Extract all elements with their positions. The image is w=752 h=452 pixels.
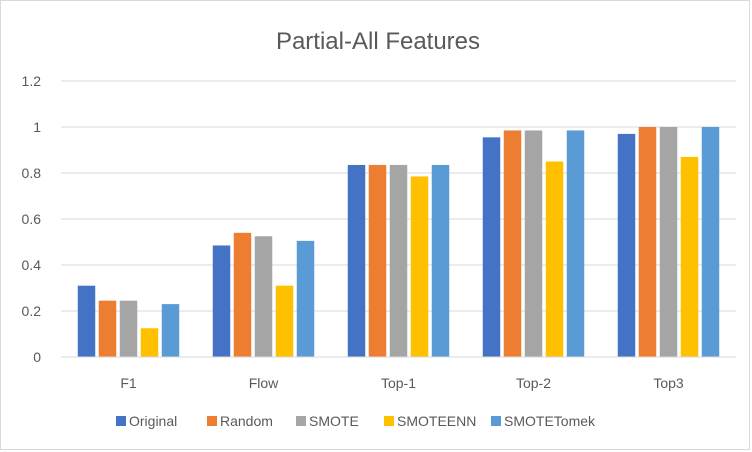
y-tick-label: 1 [33,119,41,135]
x-tick-label: Top-2 [516,375,551,391]
bar-smote-top-1 [389,164,408,357]
legend-label-smotetomek: SMOTETomek [504,413,596,429]
chart-title: Partial-All Features [276,28,480,55]
bar-original-f1 [77,285,96,357]
bar-smotetomek-top-2 [566,130,585,357]
legend-swatch-random [207,416,217,426]
y-tick-label: 0.8 [22,165,42,181]
bar-original-top3 [617,133,636,357]
bar-smote-top-2 [524,130,543,357]
legend-swatch-original [116,416,126,426]
bar-smoteenn-top-2 [545,161,564,357]
legend: Original Random SMOTE SMOTEENN SMOTETomek [116,413,596,429]
legend-label-original: Original [129,413,177,429]
y-tick-label: 0 [33,349,41,365]
y-tick-label: 0.6 [22,211,42,227]
bar-original-flow [212,245,231,357]
bar-smote-f1 [119,300,138,357]
bar-random-top3 [638,127,657,357]
bar-smotetomek-f1 [161,304,180,357]
bar-smotetomek-top3 [701,127,720,357]
x-tick-label: Top-1 [381,375,416,391]
legend-label-smote: SMOTE [309,413,359,429]
legend-swatch-smote [296,416,306,426]
bar-smote-flow [254,236,273,357]
y-axis-ticks: 0 0.2 0.4 0.6 0.8 1 1.2 [22,73,42,365]
bar-smoteenn-top3 [680,156,699,357]
legend-label-random: Random [220,413,273,429]
legend-swatch-smoteenn [384,416,394,426]
bar-random-top-1 [368,164,387,357]
bar-smotetomek-top-1 [431,164,450,357]
bar-smoteenn-top-1 [410,176,429,357]
legend-swatch-smotetomek [491,416,501,426]
x-tick-label: Flow [249,375,279,391]
bars [77,127,720,357]
bar-original-top-1 [347,164,366,357]
bar-smotetomek-flow [296,240,315,357]
bar-original-top-2 [482,137,501,357]
x-axis-ticks: F1 Flow Top-1 Top-2 Top3 [61,356,736,391]
bar-smote-top3 [659,127,678,357]
x-tick-label: F1 [120,375,137,391]
y-tick-label: 0.2 [22,303,42,319]
y-tick-label: 0.4 [22,257,42,273]
bar-smoteenn-flow [275,285,294,357]
bar-smoteenn-f1 [140,328,159,357]
bar-random-f1 [98,300,117,357]
bar-random-flow [233,232,252,357]
bar-random-top-2 [503,130,522,357]
y-tick-label: 1.2 [22,73,42,89]
legend-label-smoteenn: SMOTEENN [397,413,476,429]
x-tick-label: Top3 [653,375,684,391]
